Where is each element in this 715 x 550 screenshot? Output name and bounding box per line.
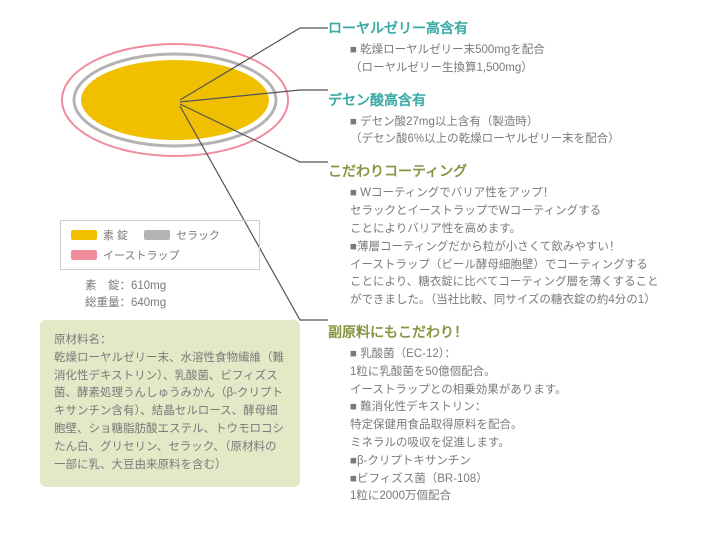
section-title-0: ローヤルゼリー高含有 <box>328 18 698 38</box>
right-column: ローヤルゼリー高含有 ■ 乾燥ローヤルゼリー末500mgを配合（ローヤルゼリー生換… <box>328 18 698 518</box>
legend-shellac: セラック <box>144 227 220 243</box>
weight-info: 素 錠：610mg 総重量：640mg <box>85 278 166 313</box>
legend-yeast-label: イーストラップ <box>103 247 179 263</box>
ingredients-title: 原材料名： <box>54 332 286 350</box>
ingredients-body: 乾燥ローヤルゼリー末、水溶性食物繊維（難消化性デキストリン）、乳酸菌、ビフィズス… <box>54 350 286 475</box>
section-body-0: ■ 乾燥ローヤルゼリー末500mgを配合（ローヤルゼリー生換算1,500mg） <box>328 42 698 78</box>
section-title-2: こだわりコーティング <box>328 161 698 181</box>
section-body-2: ■ Wコーティングでバリア性をアップ！セラックとイーストラップでWコーティングす… <box>328 185 698 310</box>
section-3: 副原料にもこだわり！ ■ 乳酸菌（EC-12）：1粒に乳酸菌を50億個配合。イース… <box>328 322 698 506</box>
legend-tablet-label: 素 錠 <box>103 227 128 243</box>
swatch-yeast <box>71 250 97 260</box>
swatch-tablet <box>71 230 97 240</box>
section-body-3: ■ 乳酸菌（EC-12）：1粒に乳酸菌を50億個配合。イーストラップとの相乗効果… <box>328 346 698 506</box>
legend-box: 素 錠 セラック イーストラップ <box>60 220 260 270</box>
section-title-3: 副原料にもこだわり！ <box>328 322 698 342</box>
pill-illustration <box>60 40 290 160</box>
legend-yeast: イーストラップ <box>71 247 179 263</box>
section-1: デセン酸高含有 ■ デセン酸27mg以上含有（製造時）（デセン酸6%以上の乾燥ロー… <box>328 90 698 150</box>
section-body-1: ■ デセン酸27mg以上含有（製造時）（デセン酸6%以上の乾燥ローヤルゼリー末を… <box>328 114 698 150</box>
section-title-1: デセン酸高含有 <box>328 90 698 110</box>
swatch-shellac <box>144 230 170 240</box>
section-2: こだわりコーティング ■ Wコーティングでバリア性をアップ！セラックとイーストラッ… <box>328 161 698 310</box>
legend-shellac-label: セラック <box>176 227 220 243</box>
weight-line2: 総重量：640mg <box>85 295 166 312</box>
ingredients-box: 原材料名： 乾燥ローヤルゼリー末、水溶性食物繊維（難消化性デキストリン）、乳酸菌… <box>40 320 300 487</box>
weight-line1: 素 錠：610mg <box>85 278 166 295</box>
legend-tablet: 素 錠 <box>71 227 128 243</box>
section-0: ローヤルゼリー高含有 ■ 乾燥ローヤルゼリー末500mgを配合（ローヤルゼリー生換… <box>328 18 698 78</box>
